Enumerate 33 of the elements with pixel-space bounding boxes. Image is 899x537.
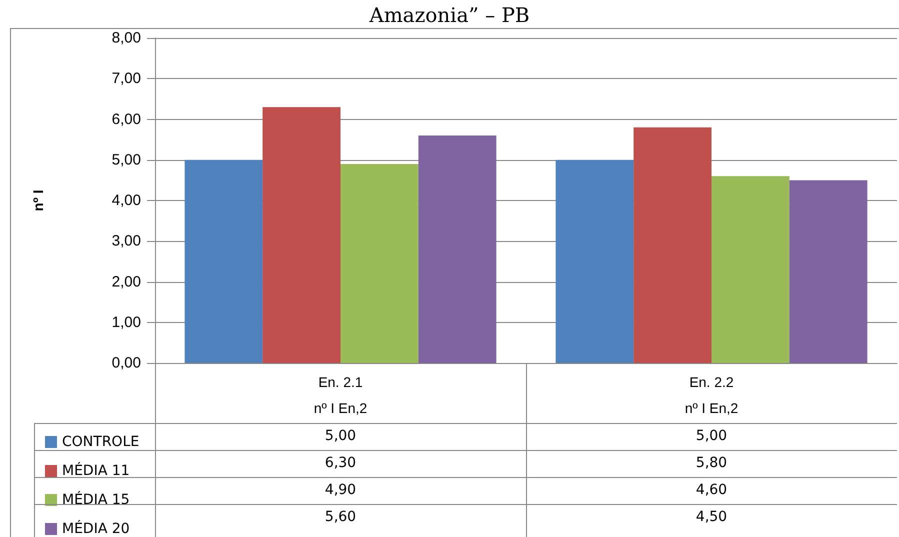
bar xyxy=(418,136,496,363)
data-label: 4,60 xyxy=(694,481,728,500)
data-label: 5,80 xyxy=(694,454,728,473)
x-tick-label: En. 2.2 nº I En,2 xyxy=(684,374,738,416)
data-label: 5,00 xyxy=(694,427,728,446)
bar xyxy=(712,176,790,363)
data-label: 5,00 xyxy=(324,427,358,446)
data-label: 4,50 xyxy=(694,508,728,527)
y-axis-title: nº I xyxy=(30,190,46,212)
bar xyxy=(340,164,418,363)
legend-label: CONTROLE xyxy=(62,434,140,450)
bar xyxy=(184,160,263,363)
y-tick-label: 8,00 xyxy=(112,30,141,46)
y-tick-label: 4,00 xyxy=(112,192,141,209)
data-label: 6,30 xyxy=(324,454,358,473)
x-tick-label: En. 2.1 nº I En,2 xyxy=(314,374,368,416)
y-tick-label: 5,00 xyxy=(112,151,141,168)
y-tick-label: 1,00 xyxy=(112,314,141,331)
chart-title: Amazonia” – PB xyxy=(368,3,530,27)
bar xyxy=(634,127,712,363)
y-tick-label: 0,00 xyxy=(112,354,141,372)
bar xyxy=(556,160,634,363)
y-tick-label: 6,00 xyxy=(112,110,141,128)
data-label: 4,90 xyxy=(324,481,358,500)
legend-label: MÉDIA 15 xyxy=(62,491,130,508)
legend-label: MÉDIA 20 xyxy=(62,520,130,537)
y-tick-label: 2,00 xyxy=(112,273,141,290)
bar xyxy=(789,180,868,363)
y-tick-label: 7,00 xyxy=(112,70,141,88)
y-tick-label: 3,00 xyxy=(112,232,141,250)
bar xyxy=(262,107,340,363)
data-label: 5,60 xyxy=(324,508,358,527)
legend-label: MÉDIA 11 xyxy=(62,462,130,479)
